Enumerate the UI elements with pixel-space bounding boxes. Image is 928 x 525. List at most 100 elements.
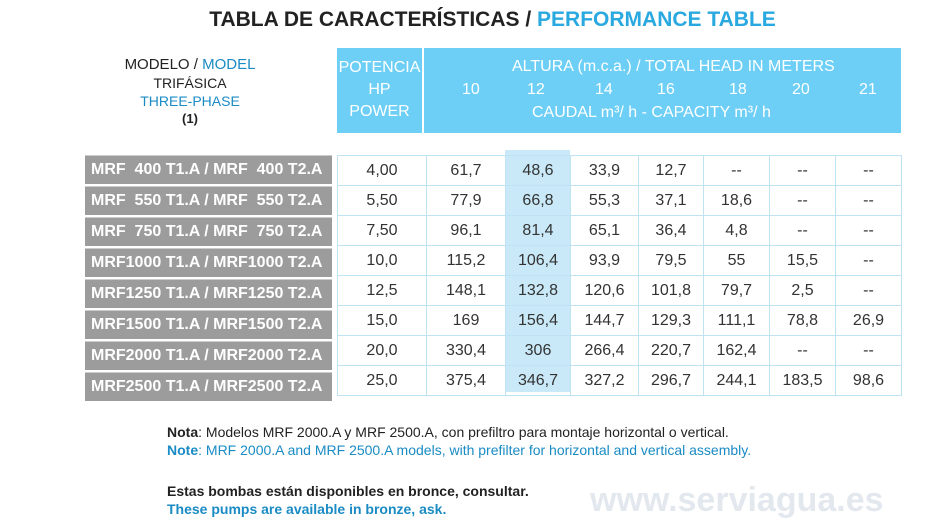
capacity-cell: 26,9 (835, 305, 902, 336)
title-en: PERFORMANCE TABLE (537, 8, 776, 31)
capacity-cell: -- (835, 245, 902, 276)
capacity-cell: 78,8 (769, 305, 836, 336)
model-label: MRF1250 T1.A / MRF1250 T2.A (85, 279, 332, 308)
capacity-cell: 81,4 (505, 215, 571, 246)
capacity-cell: -- (835, 335, 902, 366)
capacity-cell: -- (769, 185, 836, 216)
capacity-cell: 77,9 (426, 185, 506, 216)
power-cell: 15,0 (337, 305, 427, 336)
capacity-cell: 132,8 (505, 275, 571, 306)
capacity-cell: 115,2 (426, 245, 506, 276)
capacity-cell: 37,1 (638, 185, 704, 216)
capacity-cell: 48,6 (505, 155, 571, 186)
capacity-cell: 98,6 (835, 365, 902, 396)
potencia: POTENCIA (338, 59, 421, 76)
bronze-en: These pumps are available in bronze, ask… (167, 501, 447, 517)
capacity-cell: 156,4 (505, 305, 571, 336)
model-es: MODELO / (124, 56, 198, 73)
capacity-cell: 111,1 (703, 305, 770, 336)
head-21: 21 (859, 81, 877, 98)
page-title: TABLA DE CARACTERÍSTICAS / PERFORMANCE T… (0, 8, 928, 32)
capacity-cell: -- (769, 155, 836, 186)
capacity-cell: -- (703, 155, 770, 186)
note-label: Note (167, 442, 199, 458)
table-row: 15,0 169 156,4 144,7 129,3 111,1 78,8 26,9 (337, 305, 902, 336)
capacity-cell: 144,7 (570, 305, 639, 336)
capacity-cell: 129,3 (638, 305, 704, 336)
title-es: TABLA DE CARACTERÍSTICAS / (209, 8, 532, 31)
capacity-cell: -- (835, 215, 902, 246)
capacity-cell: 375,4 (426, 365, 506, 396)
capacity-header: CAUDAL m³/ h - CAPACITY m³/ h (532, 104, 771, 121)
capacity-cell: -- (835, 185, 902, 216)
note-ref: (1) (182, 111, 198, 126)
trifasica: TRIFÁSICA (153, 75, 227, 91)
capacity-cell: -- (769, 215, 836, 246)
capacity-cell: 15,5 (769, 245, 836, 276)
model-label: MRF2000 T1.A / MRF2000 T2.A (85, 341, 332, 370)
model-label: MRF 550 T1.A / MRF 550 T2.A (85, 186, 332, 215)
power-cell: 4,00 (337, 155, 427, 186)
capacity-cell: 120,6 (570, 275, 639, 306)
power-cell: 10,0 (337, 245, 427, 276)
capacity-cell: 79,7 (703, 275, 770, 306)
model-en: MODEL (202, 56, 256, 73)
notes: Nota: Modelos MRF 2000.A y MRF 2500.A, c… (167, 423, 751, 459)
note-text: : MRF 2000.A and MRF 2500.A models, with… (198, 442, 752, 458)
capacity-cell: 148,1 (426, 275, 506, 306)
capacity-cell: -- (835, 275, 902, 306)
head-20: 20 (792, 81, 810, 98)
bronze-es: Estas bombas están disponibles en bronce… (167, 483, 529, 499)
capacity-cell: 169 (426, 305, 506, 336)
capacity-cell: 162,4 (703, 335, 770, 366)
power-cell: 7,50 (337, 215, 427, 246)
capacity-cell: 106,4 (505, 245, 571, 276)
table-header: POTENCIA HP POWER ALTURA (m.c.a.) / TOTAL … (337, 48, 901, 133)
capacity-cell: 327,2 (570, 365, 639, 396)
table-row: 12,5 148,1 132,8 120,6 101,8 79,7 2,5 -- (337, 275, 902, 306)
power-cell: 12,5 (337, 275, 427, 306)
table-row: 25,0 375,4 346,7 327,2 296,7 244,1 183,5 98,6 (337, 365, 902, 396)
capacity-cell: 306 (505, 335, 571, 366)
performance-table: 4,00 61,7 48,6 33,9 12,7 -- -- -- 5,50 77,9 66,8 55… (337, 155, 902, 396)
capacity-cell: 66,8 (505, 185, 571, 216)
power-cell: 5,50 (337, 185, 427, 216)
nota-text: : Modelos MRF 2000.A y MRF 2500.A, con p… (198, 424, 729, 440)
capacity-cell: 346,7 (505, 365, 571, 396)
model-column: MRF 400 T1.A / MRF 400 T2.A MRF 550 T1.A … (85, 155, 332, 403)
head-header: ALTURA (m.c.a.) / TOTAL HEAD IN METERS (512, 58, 835, 75)
capacity-cell: 101,8 (638, 275, 704, 306)
head-10: 10 (462, 81, 480, 98)
capacity-cell: 296,7 (638, 365, 704, 396)
watermark: www.serviagua.es (590, 481, 884, 519)
capacity-cell: 55 (703, 245, 770, 276)
head-18: 18 (729, 81, 747, 98)
capacity-cell: 2,5 (769, 275, 836, 306)
model-label: MRF1500 T1.A / MRF1500 T2.A (85, 310, 332, 339)
capacity-cell: 244,1 (703, 365, 770, 396)
capacity-cell: 93,9 (570, 245, 639, 276)
capacity-cell: 36,4 (638, 215, 704, 246)
nota-label: Nota (167, 424, 199, 440)
table-row: 10,0 115,2 106,4 93,9 79,5 55 15,5 -- (337, 245, 902, 276)
capacity-cell: 266,4 (570, 335, 639, 366)
capacity-cell: 4,8 (703, 215, 770, 246)
model-label: MRF1000 T1.A / MRF1000 T2.A (85, 248, 332, 277)
model-header: MODELO / MODEL TRIFÁSICA THREE-PHASE (1) (100, 56, 280, 128)
table-row: 20,0 330,4 306 266,4 220,7 162,4 -- -- (337, 335, 902, 366)
capacity-cell: 183,5 (769, 365, 836, 396)
head-14: 14 (595, 81, 613, 98)
capacity-cell: 12,7 (638, 155, 704, 186)
power-header: POTENCIA HP POWER (337, 48, 424, 133)
table-row: 7,50 96,1 81,4 65,1 36,4 4,8 -- -- (337, 215, 902, 246)
model-label: MRF2500 T1.A / MRF2500 T2.A (85, 372, 332, 401)
capacity-cell: 65,1 (570, 215, 639, 246)
capacity-cell: 330,4 (426, 335, 506, 366)
head-16: 16 (657, 81, 675, 98)
three-phase: THREE-PHASE (140, 93, 240, 109)
capacity-cell: 61,7 (426, 155, 506, 186)
capacity-cell: -- (769, 335, 836, 366)
power: POWER (349, 103, 410, 120)
capacity-cell: 55,3 (570, 185, 639, 216)
power-cell: 25,0 (337, 365, 427, 396)
